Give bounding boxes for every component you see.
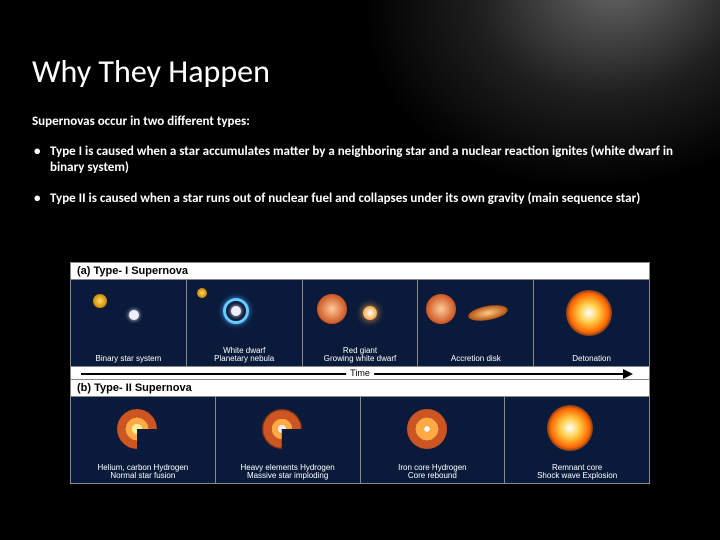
panel-b3: Iron core Hydrogen Core rebound	[361, 397, 506, 483]
type1-row: Binary star system White dwarf Planetary…	[71, 280, 649, 366]
panel-b4: Remnant core Shock wave Explosion	[505, 397, 649, 483]
bullet-item: Type I is caused when a star accumulates…	[32, 144, 680, 177]
supernova-diagram: (a) Type- I Supernova Binary star system…	[70, 262, 650, 484]
time-label: Time	[346, 368, 374, 378]
panel-a1: Binary star system	[71, 280, 187, 366]
panel-b2: Heavy elements Hydrogen Massive star imp…	[216, 397, 361, 483]
type2-row: Helium, carbon Hydrogen Normal star fusi…	[71, 397, 649, 483]
bullet-list: Type I is caused when a star accumulates…	[32, 144, 680, 221]
section-a-header: (a) Type- I Supernova	[71, 263, 649, 280]
panel-a2: White dwarf Planetary nebula	[187, 280, 303, 366]
panel-b1: Helium, carbon Hydrogen Normal star fusi…	[71, 397, 216, 483]
slide-subtitle: Supernovas occur in two different types:	[32, 114, 250, 129]
panel-a3: Red giant Growing white dwarf	[303, 280, 419, 366]
section-b-header: (b) Type- II Supernova	[71, 380, 649, 397]
panel-a4: Accretion disk	[418, 280, 534, 366]
bullet-item: Type II is caused when a star runs out o…	[32, 191, 680, 207]
slide-title: Why They Happen	[32, 52, 270, 91]
time-axis: Time	[71, 366, 649, 380]
panel-a5: Detonation	[534, 280, 649, 366]
